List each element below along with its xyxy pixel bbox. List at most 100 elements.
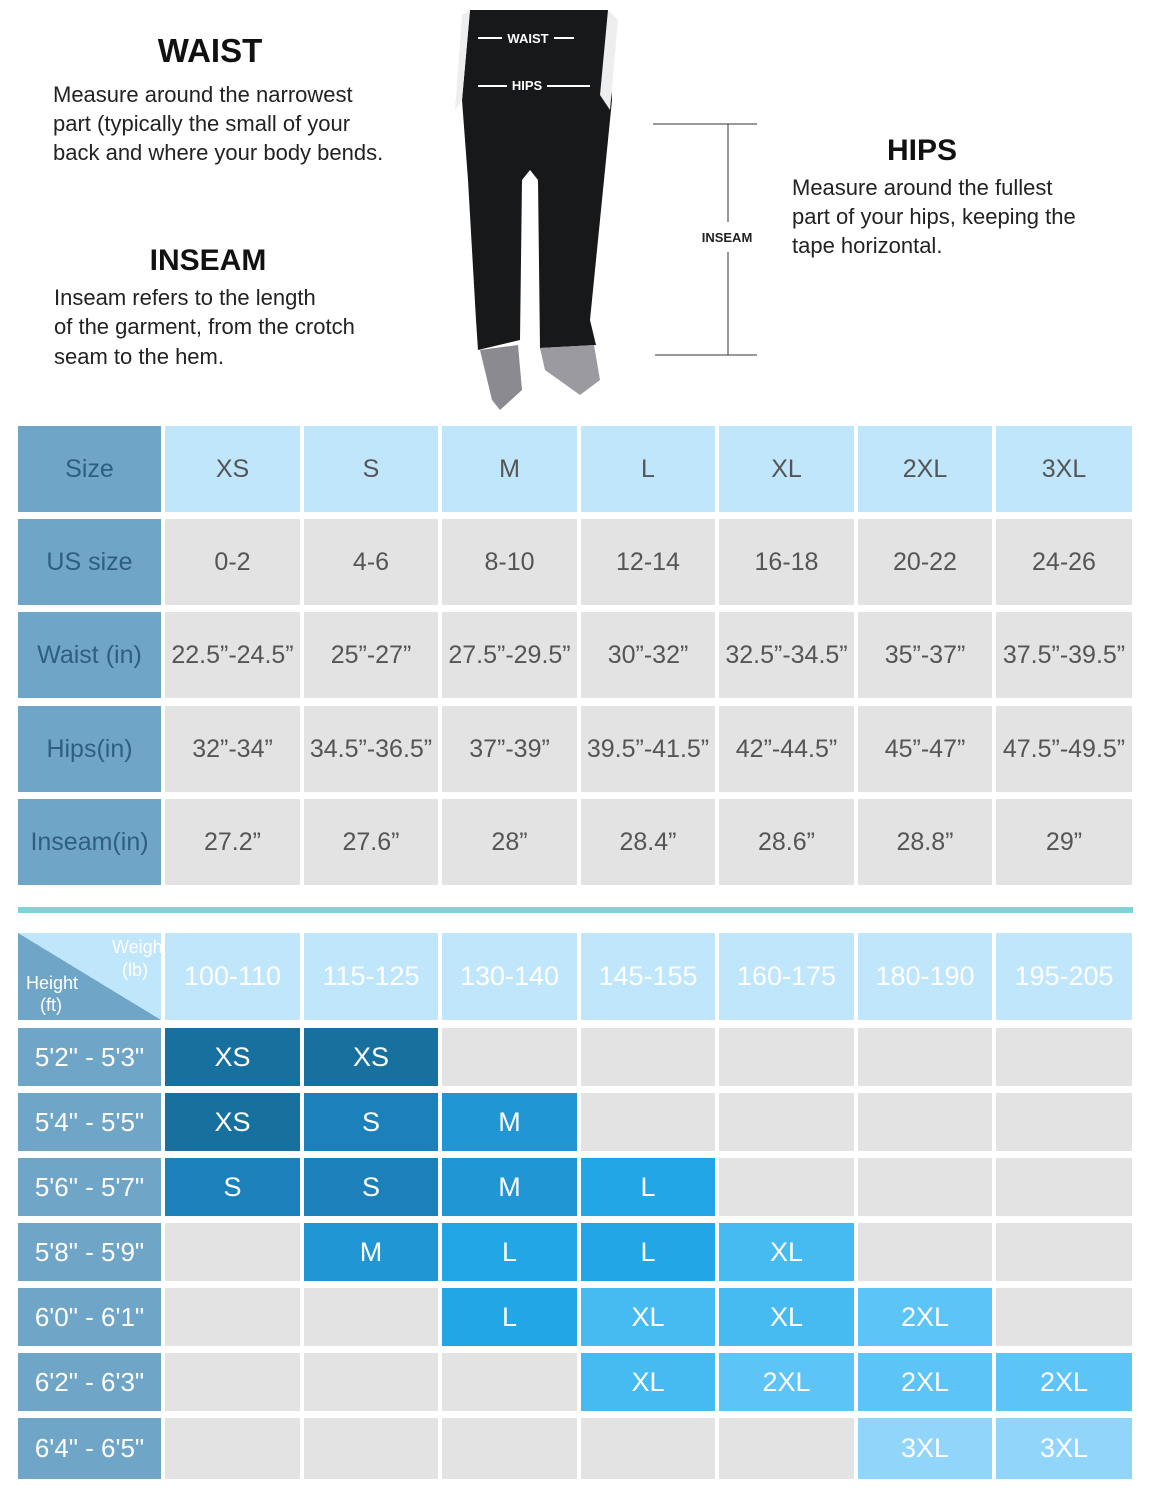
empty-cell: [304, 1353, 438, 1411]
pants: [462, 10, 612, 350]
hips-label: HIPS: [512, 78, 543, 93]
size-cell: XL: [719, 1288, 854, 1346]
size-cell: XS: [165, 1028, 300, 1086]
table-cell: 45”-47”: [858, 706, 992, 792]
corner-label: (lb): [122, 960, 148, 980]
table-cell: 34.5”-36.5”: [304, 706, 438, 792]
column-header: 3XL: [996, 426, 1132, 512]
empty-cell: [442, 1418, 577, 1479]
waist-text: back and where your body bends.: [53, 140, 384, 165]
table-cell: 22.5”-24.5”: [165, 612, 300, 698]
row-header: Size: [18, 426, 161, 512]
empty-cell: [719, 1418, 854, 1479]
height-header: 5'4" - 5'5": [18, 1093, 161, 1151]
empty-cell: [996, 1093, 1132, 1151]
empty-cell: [165, 1223, 300, 1281]
height-header: 6'0" - 6'1": [18, 1288, 161, 1346]
empty-cell: [858, 1028, 992, 1086]
table-cell: 28.4”: [581, 799, 715, 885]
size-cell: M: [442, 1158, 577, 1216]
table-cell: 29”: [996, 799, 1132, 885]
empty-cell: [304, 1288, 438, 1346]
sleeve: [600, 10, 618, 110]
empty-cell: [996, 1028, 1132, 1086]
column-header: S: [304, 426, 438, 512]
hips-text: tape horizontal.: [792, 233, 943, 258]
table-cell: 28.8”: [858, 799, 992, 885]
waist-text: Measure around the narrowest: [53, 82, 353, 107]
column-header: XS: [165, 426, 300, 512]
height-header: 5'6" - 5'7": [18, 1158, 161, 1216]
size-cell: 3XL: [858, 1418, 992, 1479]
inseam-title: INSEAM: [149, 244, 267, 277]
corner-cell: Weight (lb) Height (ft): [18, 933, 168, 1020]
size-cell: S: [304, 1158, 438, 1216]
height-header: 5'8" - 5'9": [18, 1223, 161, 1281]
table-cell: 28”: [442, 799, 577, 885]
height-header: 6'2" - 6'3": [18, 1353, 161, 1411]
size-cell: 2XL: [858, 1288, 992, 1346]
empty-cell: [858, 1158, 992, 1216]
hips-text: Measure around the fullest: [792, 175, 1053, 200]
table-cell: 27.6”: [304, 799, 438, 885]
height-header: 6'4" - 6'5": [18, 1418, 161, 1479]
waist-text: part (typically the small of your: [53, 111, 351, 136]
waist-label: WAIST: [507, 31, 548, 46]
column-header: 2XL: [858, 426, 992, 512]
table-cell: 16-18: [719, 519, 854, 605]
divider: [18, 907, 1133, 913]
empty-cell: [719, 1158, 854, 1216]
size-cell: L: [581, 1223, 715, 1281]
empty-cell: [719, 1028, 854, 1086]
empty-cell: [581, 1028, 715, 1086]
size-cell: M: [442, 1093, 577, 1151]
table-cell: 0-2: [165, 519, 300, 605]
weight-header: 160-175: [719, 933, 854, 1020]
size-cell: XL: [719, 1223, 854, 1281]
size-cell: XS: [165, 1093, 300, 1151]
table-cell: 27.5”-29.5”: [442, 612, 577, 698]
label-bg: [507, 77, 547, 95]
weight-header: 115-125: [304, 933, 438, 1020]
size-cell: L: [442, 1288, 577, 1346]
table-cell: 8-10: [442, 519, 577, 605]
waist-title: WAIST: [157, 32, 263, 69]
inseam-text: of the garment, from the crotch: [54, 314, 355, 339]
row-header: Hips(in): [18, 706, 161, 792]
table-cell: 24-26: [996, 519, 1132, 605]
empty-cell: [442, 1028, 577, 1086]
inseam-label: INSEAM: [702, 230, 753, 245]
table-cell: 25”-27”: [304, 612, 438, 698]
weight-header: 100-110: [165, 933, 300, 1020]
table-cell: 27.2”: [165, 799, 300, 885]
table-cell: 4-6: [304, 519, 438, 605]
weight-header: 145-155: [581, 933, 715, 1020]
size-cell: S: [165, 1158, 300, 1216]
column-header: XL: [719, 426, 854, 512]
table-cell: 35”-37”: [858, 612, 992, 698]
empty-cell: [996, 1223, 1132, 1281]
row-header: Inseam(in): [18, 799, 161, 885]
shoe: [540, 345, 600, 395]
figure: WAIST HIPS INSEAM: [455, 10, 757, 410]
weight-header: 180-190: [858, 933, 992, 1020]
height-header: 5'2" - 5'3": [18, 1028, 161, 1086]
size-cell: XS: [304, 1028, 438, 1086]
corner-label: Weight: [112, 937, 168, 957]
size-cell: 3XL: [996, 1418, 1132, 1479]
table-cell: 42”-44.5”: [719, 706, 854, 792]
corner-label: Height: [26, 973, 79, 993]
table-cell: 12-14: [581, 519, 715, 605]
hips-text: part of your hips, keeping the: [792, 204, 1076, 229]
size-cell: XL: [581, 1288, 715, 1346]
size-cell: L: [442, 1223, 577, 1281]
empty-cell: [581, 1418, 715, 1479]
empty-cell: [996, 1158, 1132, 1216]
weight-header: 130-140: [442, 933, 577, 1020]
table-cell: 32.5”-34.5”: [719, 612, 854, 698]
size-cell: XL: [581, 1353, 715, 1411]
size-cell: 2XL: [996, 1353, 1132, 1411]
empty-cell: [858, 1093, 992, 1151]
weight-header: 195-205: [996, 933, 1132, 1020]
